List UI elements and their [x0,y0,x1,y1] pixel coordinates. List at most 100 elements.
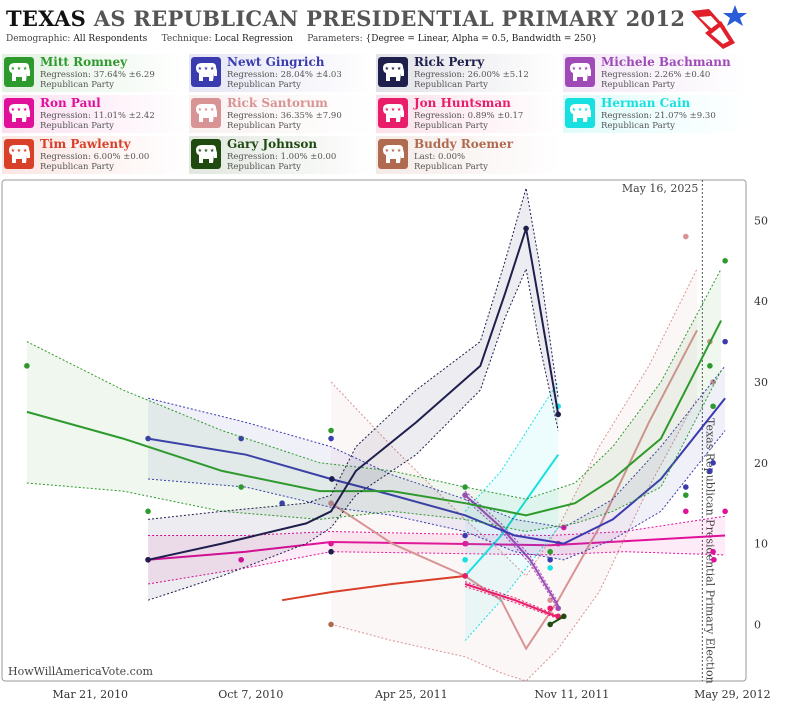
series-roemer [328,621,334,628]
elephant-icon: ★ ★ ★ [191,57,221,87]
y-tick-label: 10 [754,538,768,551]
candidate-name: Gary Johnson [227,137,318,151]
elephant-icon: ★ ★ ★ [191,139,221,169]
confidence-band [26,268,722,532]
elephant-icon: ★ ★ ★ [378,57,408,87]
poll-point [707,363,713,369]
poll-point [710,548,716,555]
poll-point [683,233,689,240]
poll-point [555,605,561,612]
candidate-johnson[interactable]: ★ ★ ★ Gary Johnson Regression: 1.00% ±0.00… [189,136,374,174]
x-tick-label: Oct 7, 2010 [218,688,283,701]
today-label: May 16, 2025 [622,182,699,195]
candidate-name: Mitt Romney [40,55,128,69]
y-tick-label: 20 [754,457,768,470]
candidate-romney[interactable]: ★ ★ ★ Mitt Romney Regression: 37.64% ±6.29… [2,54,187,92]
x-tick-label: Nov 11, 2011 [534,688,609,701]
candidate-name: Herman Cain [601,96,691,110]
trend-line [26,320,722,517]
candidate-stat: Regression: 6.00% ±0.00 [40,152,150,162]
y-tick-label: 40 [754,295,768,308]
series-romney [24,258,728,555]
candidate-party: Republican Party [227,162,301,172]
elephant-icon: ★ ★ ★ [4,57,34,87]
trend-line [148,534,726,561]
poll-point [547,621,553,628]
title-state: TEXAS [6,6,87,31]
election-label: Texas Republican Presidential Primary El… [703,418,716,684]
poll-point [145,508,151,515]
candidate-bachmann[interactable]: ★ ★ ★ Michele Bachmann Regression: 2.26% ±… [563,54,748,92]
svg-text:★ ★ ★: ★ ★ ★ [572,107,589,113]
upper-bound-line [464,381,559,512]
poll-point [707,468,713,474]
candidate-stat: Regression: 26.00% ±5.12 [414,70,529,80]
poll-point [523,225,529,232]
page-title: TEXAS AS REPUBLICAN PRESIDENTIAL PRIMARY… [6,6,685,31]
candidate-cain[interactable]: ★ ★ ★ Herman Cain Regression: 21.07% ±9.30… [563,95,748,133]
y-tick-label: 50 [754,214,768,227]
technique-value: Local Regression [214,34,293,44]
poll-point [561,613,567,620]
parameters-line: Demographic: All Respondents Technique: … [6,34,597,44]
poll-point [462,532,468,539]
parameters-label: Parameters: [307,34,363,44]
poll-point [328,500,334,507]
x-tick-label: May 29, 2012 [694,688,771,701]
candidate-perry[interactable]: ★ ★ ★ Rick Perry Regression: 26.00% ±5.12 R… [376,54,561,92]
poll-point [547,556,553,563]
elephant-icon: ★ ★ ★ [191,98,221,128]
header: TEXAS AS REPUBLICAN PRESIDENTIAL PRIMARY… [0,0,750,52]
series-paul [145,508,728,585]
candidate-stat: Regression: 36.35% ±7.90 [227,111,342,121]
candidate-name: Newt Gingrich [227,55,325,69]
poll-point [463,540,469,547]
svg-text:★ ★ ★: ★ ★ ★ [198,107,215,113]
upper-bound-line [148,515,726,537]
elephant-icon: ★ ★ ★ [565,98,595,128]
upper-bound-line [147,365,726,529]
elephant-icon: ★ ★ ★ [378,139,408,169]
poll-point [328,540,334,547]
poll-point [547,605,553,612]
lower-bound-line [330,397,698,682]
candidate-stat: Last: 0.00% [414,152,466,162]
lower-bound-line [464,498,559,610]
candidate-santorum[interactable]: ★ ★ ★ Rick Santorum Regression: 36.35% ±7.… [189,95,374,133]
svg-text:★ ★ ★: ★ ★ ★ [198,66,215,72]
candidate-party: Republican Party [227,80,301,90]
poll-point [462,556,468,563]
candidate-stat: Regression: 11.01% ±2.42 [40,111,155,121]
candidate-party: Republican Party [414,80,488,90]
y-tick-label: 30 [754,376,768,389]
svg-text:★ ★ ★: ★ ★ ★ [385,148,402,154]
trend-line [281,575,466,602]
elephant-icon: ★ ★ ★ [565,57,595,87]
candidate-party: Republican Party [40,80,114,90]
watermark: HowWillAmericaVote.com [8,665,153,678]
candidate-stat: Regression: 0.89% ±0.17 [414,111,524,121]
candidate-paul[interactable]: ★ ★ ★ Ron Paul Regression: 11.01% ±2.42 Rep… [2,95,187,133]
svg-text:★ ★ ★: ★ ★ ★ [572,66,589,72]
svg-text:★ ★ ★: ★ ★ ★ [11,148,28,154]
upper-bound-line [464,581,559,616]
candidate-party: Republican Party [40,162,114,172]
poll-point [547,548,553,555]
candidate-gingrich[interactable]: ★ ★ ★ Newt Gingrich Regression: 28.04% ±4.… [189,54,374,92]
elephant-icon: ★ ★ ★ [4,139,34,169]
lower-bound-line [464,586,559,620]
candidate-name: Rick Perry [414,55,485,69]
candidate-stat: Regression: 37.64% ±6.29 [40,70,155,80]
candidate-pawlenty[interactable]: ★ ★ ★ Tim Pawlenty Regression: 6.00% ±0.00… [2,136,187,174]
poll-point [238,484,244,490]
candidate-name: Buddy Roemer [414,137,514,151]
candidate-party: Republican Party [601,80,675,90]
candidate-huntsman[interactable]: ★ ★ ★ Jon Huntsman Regression: 0.89% ±0.17… [376,95,561,133]
candidate-roemer[interactable]: ★ ★ ★ Buddy Roemer Last: 0.00% Republican P… [376,136,561,174]
chart-area: 0 10 20 30 40 50 Mar 21, 2010 Oct 7, 2010 Apr 25… [0,178,789,704]
elephant-icon: ★ ★ ★ [4,98,34,128]
star-logo-icon [691,5,747,49]
poll-point [722,508,728,515]
poll-point [710,460,716,466]
poll-point [329,476,335,482]
